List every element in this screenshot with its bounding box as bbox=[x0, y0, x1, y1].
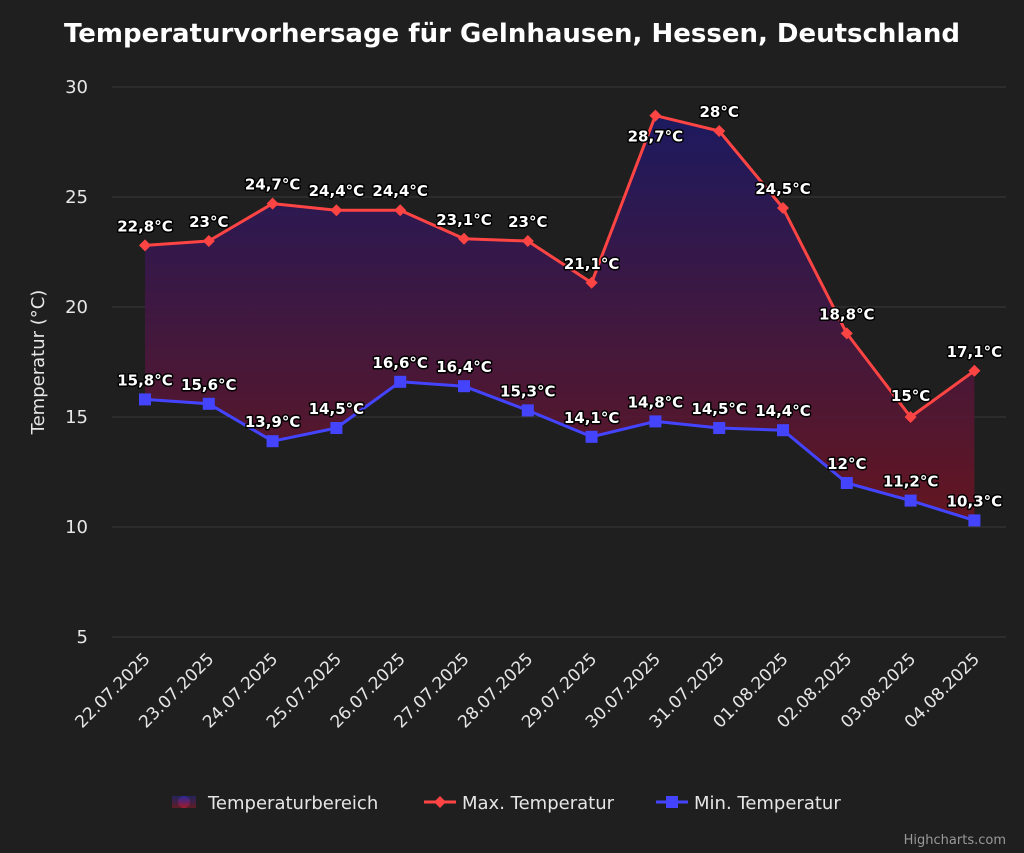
y-tick-label: 15 bbox=[65, 407, 88, 428]
min-temperature-label: 13,9°C bbox=[245, 413, 301, 431]
min-temperature-label: 11,2°C bbox=[883, 473, 939, 491]
max-temperature-point[interactable] bbox=[139, 239, 151, 252]
legend-min-label: Min. Temperatur bbox=[694, 793, 841, 814]
min-temperature-label: 12°C bbox=[827, 455, 866, 473]
legend: Temperaturbereich Max. Temperatur Min. T… bbox=[172, 793, 841, 814]
max-temperature-point[interactable] bbox=[585, 276, 598, 289]
max-temperature-label: 28°C bbox=[700, 103, 739, 121]
max-temperature-label: 17,1°C bbox=[947, 343, 1003, 361]
max-temperature-label: 18,8°C bbox=[819, 305, 875, 323]
max-temperature-label: 15°C bbox=[891, 387, 930, 405]
y-tick-label: 5 bbox=[77, 627, 88, 648]
temperature-range-area bbox=[145, 115, 975, 521]
min-temperature-point[interactable] bbox=[139, 393, 151, 406]
min-temperature-point[interactable] bbox=[202, 397, 215, 410]
max-temperature-label: 23,1°C bbox=[436, 211, 492, 229]
min-temperature-label: 14,5°C bbox=[309, 400, 365, 418]
max-temperature-label: 22,8°C bbox=[117, 217, 173, 235]
series-markers bbox=[139, 109, 981, 527]
min-temperature-label: 14,1°C bbox=[564, 409, 620, 427]
max-temperature-label: 28,7°C bbox=[628, 128, 684, 146]
max-temperature-point[interactable] bbox=[330, 204, 343, 217]
min-temperature-label: 15,6°C bbox=[181, 376, 237, 394]
min-temperature-label: 10,3°C bbox=[947, 492, 1003, 510]
max-temperature-point[interactable] bbox=[840, 327, 853, 340]
legend-max-diamond-icon bbox=[434, 796, 446, 808]
range-area bbox=[145, 115, 975, 521]
min-temperature-point[interactable] bbox=[968, 514, 981, 527]
max-temperature-line bbox=[144, 114, 976, 419]
legend-max-label: Max. Temperatur bbox=[462, 793, 615, 814]
max-temperature-point[interactable] bbox=[266, 197, 279, 210]
y-tick-label: 25 bbox=[65, 187, 88, 208]
min-temperature-point[interactable] bbox=[394, 375, 407, 388]
legend-item-max[interactable]: Max. Temperatur bbox=[424, 793, 615, 814]
max-temperature-label: 23°C bbox=[508, 213, 547, 231]
y-axis-ticks: 30 25 20 15 10 5 bbox=[65, 77, 88, 648]
max-temperature-point[interactable] bbox=[458, 232, 470, 245]
max-temperature-label: 24,4°C bbox=[309, 182, 365, 200]
y-tick-label: 30 bbox=[65, 77, 88, 98]
min-temperature-point[interactable] bbox=[777, 424, 789, 437]
max-temperature-label: 24,5°C bbox=[755, 180, 811, 198]
min-temperature-point[interactable] bbox=[458, 380, 470, 393]
min-temperature-point[interactable] bbox=[266, 435, 279, 448]
min-temperature-point[interactable] bbox=[840, 477, 853, 489]
legend-min-square-icon bbox=[666, 796, 678, 808]
chart-title: Temperaturvorhersage für Gelnhausen, Hes… bbox=[64, 19, 960, 49]
series-lines bbox=[144, 114, 976, 522]
min-temperature-point[interactable] bbox=[330, 422, 343, 434]
max-temperature-point[interactable] bbox=[777, 202, 789, 214]
min-temperature-label: 14,4°C bbox=[755, 402, 811, 420]
min-temperature-label: 16,4°C bbox=[436, 358, 492, 376]
min-temperature-label: 16,6°C bbox=[372, 354, 428, 372]
legend-range-marker bbox=[178, 796, 190, 808]
min-temperature-label: 14,5°C bbox=[691, 400, 747, 418]
min-temperature-point[interactable] bbox=[649, 415, 662, 428]
x-axis-ticks: 22.07.202523.07.202524.07.202525.07.2025… bbox=[72, 649, 984, 732]
min-temperature-point[interactable] bbox=[713, 422, 726, 434]
max-temperature-label: 21,1°C bbox=[564, 255, 620, 273]
legend-range-label: Temperaturbereich bbox=[207, 793, 378, 814]
credits-link[interactable]: Highcharts.com bbox=[904, 833, 1006, 848]
min-temperature-point[interactable] bbox=[585, 430, 598, 443]
max-temperature-point[interactable] bbox=[968, 364, 981, 377]
min-temperature-label: 15,3°C bbox=[500, 382, 556, 400]
min-temperature-label: 14,8°C bbox=[628, 393, 684, 411]
max-temperature-point[interactable] bbox=[202, 235, 215, 247]
y-tick-label: 20 bbox=[65, 297, 88, 318]
max-temperature-point[interactable] bbox=[713, 125, 726, 137]
max-temperature-label: 24,7°C bbox=[245, 176, 301, 194]
max-temperature-label: 23°C bbox=[189, 213, 228, 231]
legend-item-range[interactable]: Temperaturbereich bbox=[172, 793, 378, 814]
max-temperature-point[interactable] bbox=[649, 109, 662, 122]
y-tick-label: 10 bbox=[65, 517, 88, 538]
min-temperature-point[interactable] bbox=[904, 494, 917, 507]
legend-item-min[interactable]: Min. Temperatur bbox=[656, 793, 841, 814]
min-temperature-point[interactable] bbox=[521, 404, 534, 417]
max-temperature-point[interactable] bbox=[521, 235, 534, 247]
max-temperature-label: 24,4°C bbox=[372, 182, 428, 200]
max-temperature-point[interactable] bbox=[394, 204, 407, 217]
y-axis-label: Temperatur (°C) bbox=[28, 290, 49, 436]
data-labels: 22,8°C 23°C 24,7°C 24,4°C 24,4°C 23,1°C 23°C 21… bbox=[116, 102, 1004, 512]
min-temperature-label: 15,8°C bbox=[117, 371, 173, 389]
min-temperature-line bbox=[144, 380, 975, 522]
max-temperature-point[interactable] bbox=[904, 411, 917, 423]
